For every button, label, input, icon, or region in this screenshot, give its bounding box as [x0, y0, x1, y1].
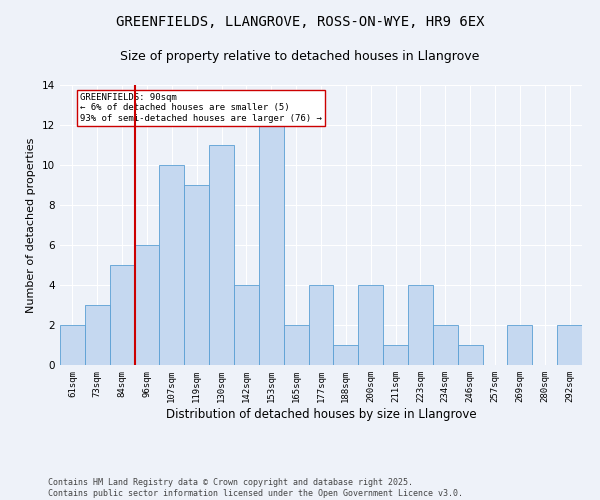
Bar	[334, 345, 358, 365]
Bar	[234, 285, 259, 365]
Bar	[433, 325, 458, 365]
Bar	[160, 165, 184, 365]
Text: Contains HM Land Registry data © Crown copyright and database right 2025.
Contai: Contains HM Land Registry data © Crown c…	[48, 478, 463, 498]
Bar	[209, 145, 234, 365]
Bar	[134, 245, 160, 365]
Text: Size of property relative to detached houses in Llangrove: Size of property relative to detached ho…	[121, 50, 479, 63]
Y-axis label: Number of detached properties: Number of detached properties	[26, 138, 37, 312]
Bar	[458, 345, 482, 365]
Bar	[557, 325, 582, 365]
Bar	[60, 325, 85, 365]
Bar	[259, 125, 284, 365]
Bar	[184, 185, 209, 365]
Bar	[308, 285, 334, 365]
Bar	[358, 285, 383, 365]
Text: GREENFIELDS, LLANGROVE, ROSS-ON-WYE, HR9 6EX: GREENFIELDS, LLANGROVE, ROSS-ON-WYE, HR9…	[116, 15, 484, 29]
Bar	[85, 305, 110, 365]
Text: GREENFIELDS: 90sqm
← 6% of detached houses are smaller (5)
93% of semi-detached : GREENFIELDS: 90sqm ← 6% of detached hous…	[80, 93, 322, 123]
X-axis label: Distribution of detached houses by size in Llangrove: Distribution of detached houses by size …	[166, 408, 476, 420]
Bar	[284, 325, 308, 365]
Bar	[110, 265, 134, 365]
Bar	[383, 345, 408, 365]
Bar	[508, 325, 532, 365]
Bar	[408, 285, 433, 365]
